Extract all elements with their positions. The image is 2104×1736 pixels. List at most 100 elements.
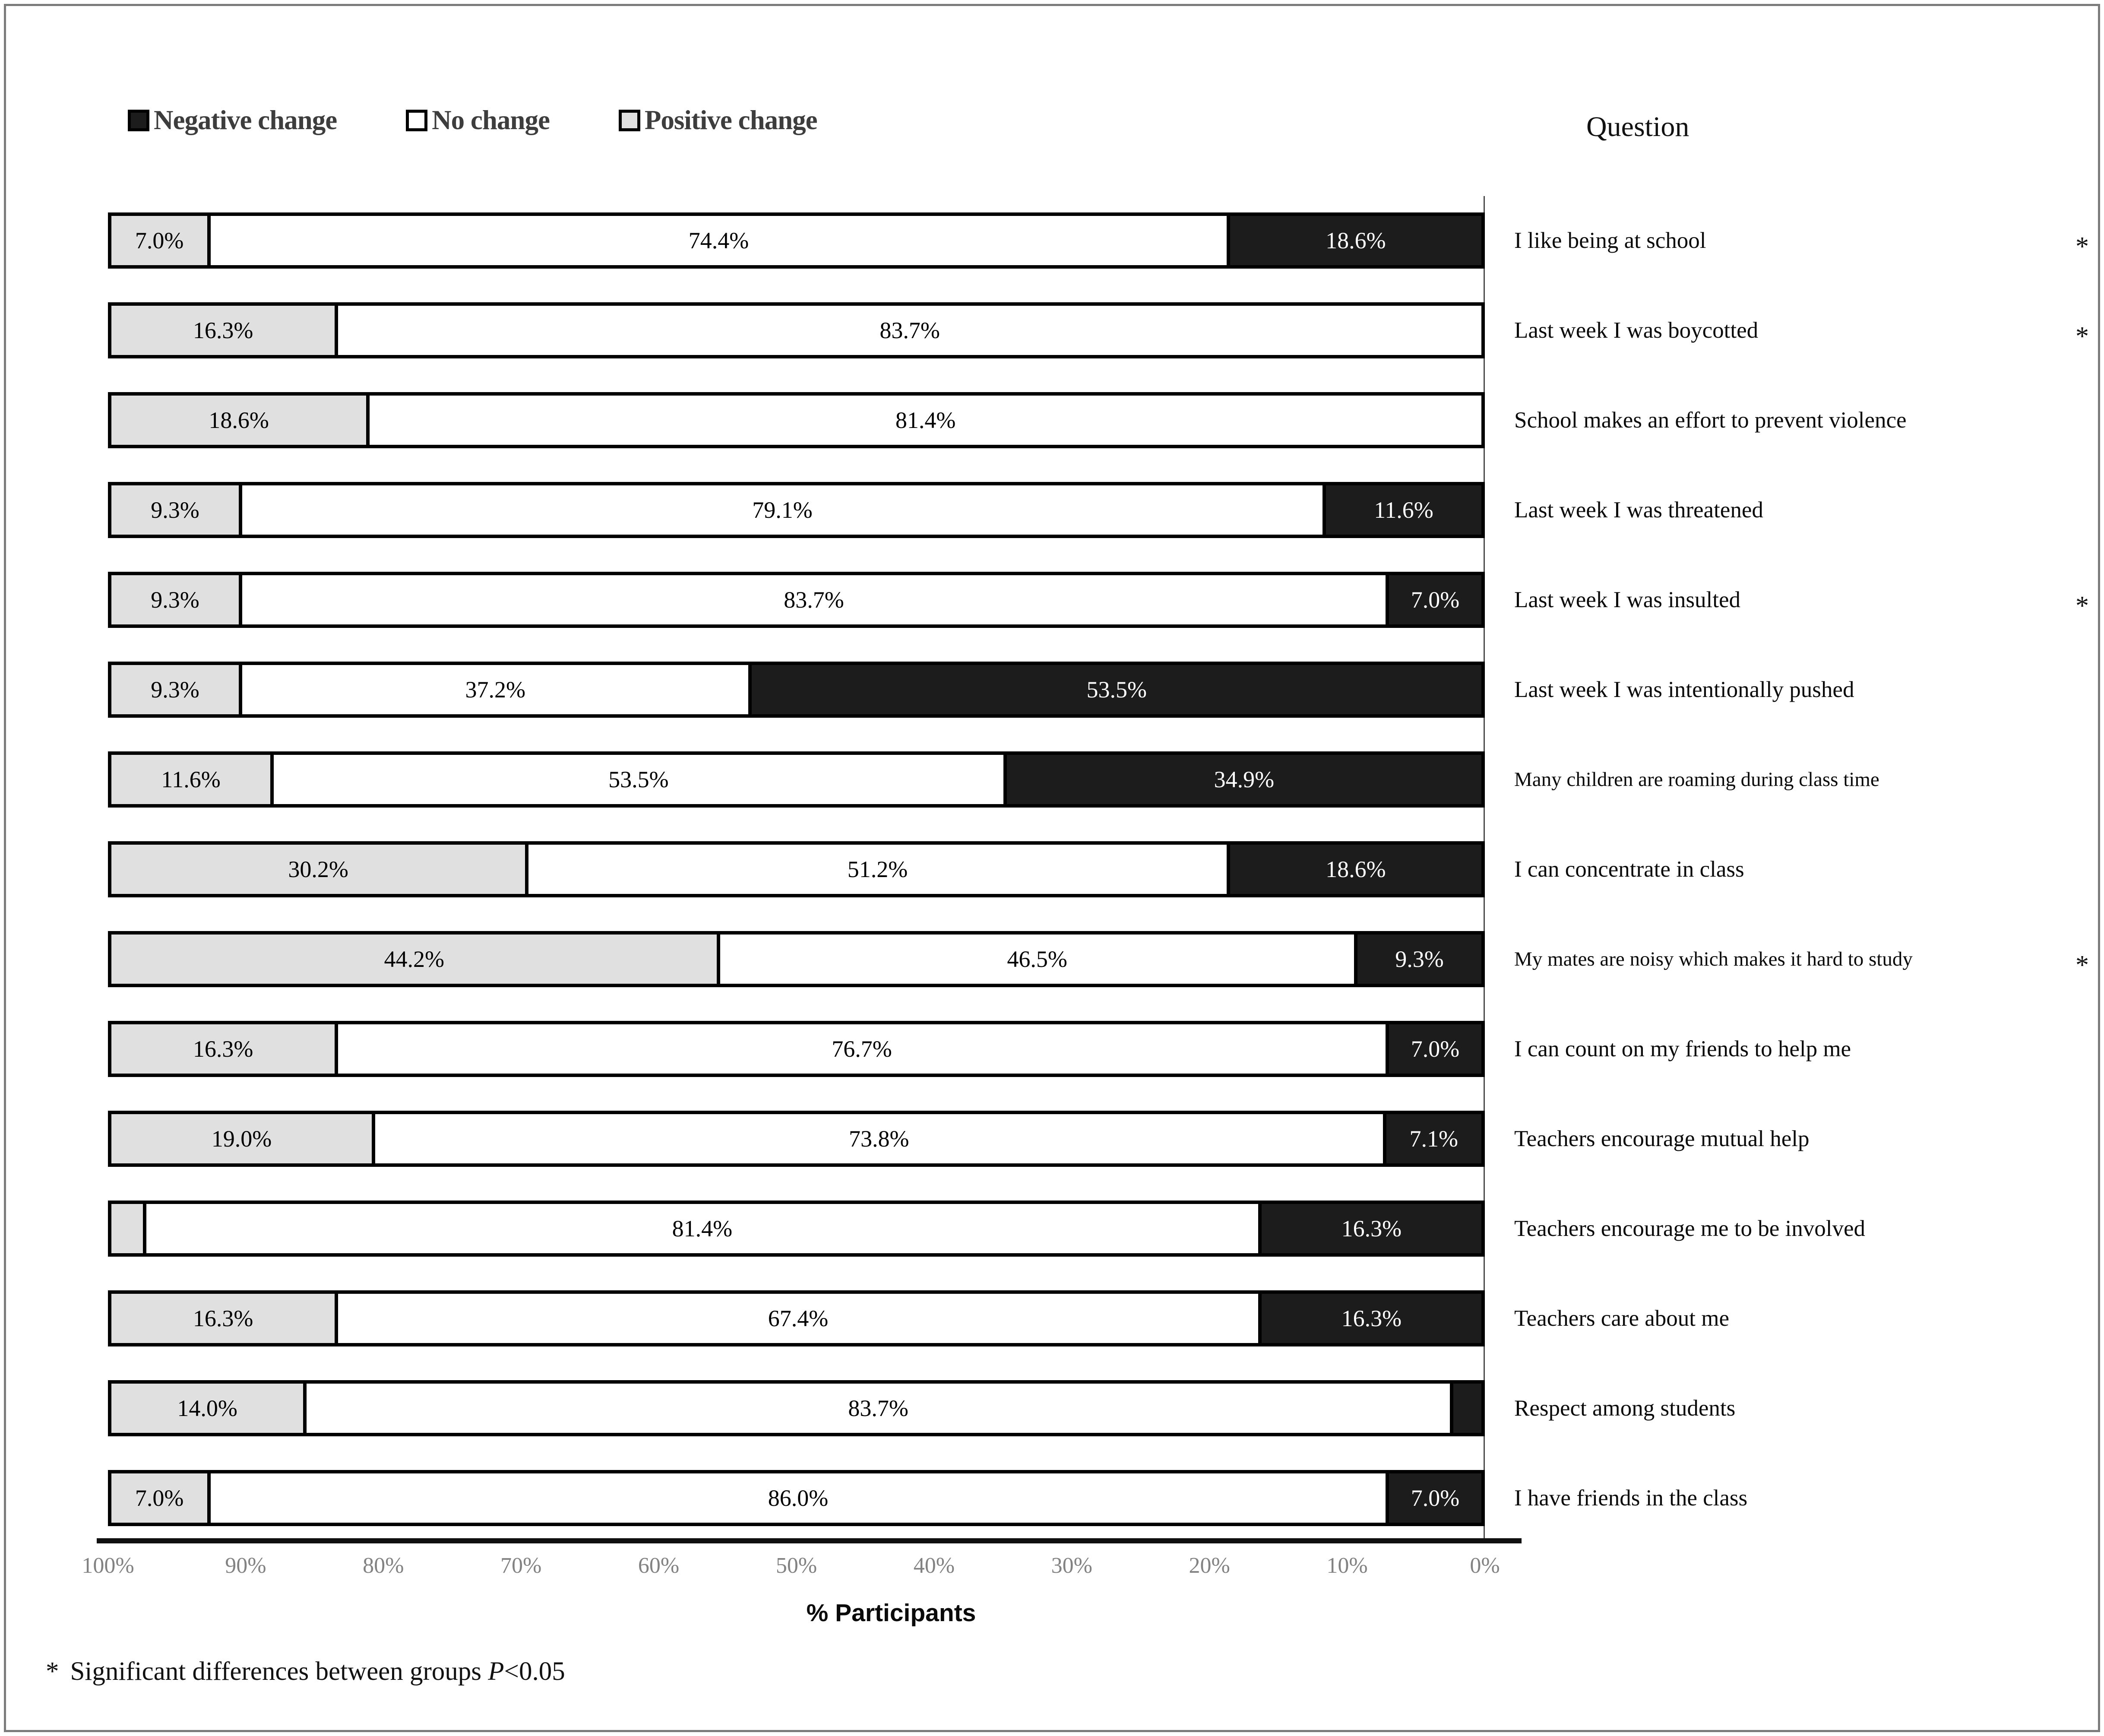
question-label: Respect among students [1514,1396,1736,1421]
bar-segment-positive: 19.0% [111,1114,372,1163]
stacked-bar: 7.0% 74.4% 18.6% [108,212,1485,269]
segment-value-label: 76.7% [832,1036,892,1062]
segment-value-label: 7.1% [1409,1126,1458,1152]
x-tick: 80% [363,1553,404,1578]
stacked-bar: 30.2% 51.2% 18.6% [108,841,1485,897]
bar-row: 16.3% 67.4% 16.3% Teachers care about me [108,1290,1729,1346]
stacked-bar: 9.3% 79.1% 11.6% [108,482,1485,538]
significance-asterisk: * [2076,321,2089,351]
segment-value-label: 7.0% [1411,587,1460,613]
question-label: Teachers care about me [1514,1306,1730,1331]
bar-segment-positive: 14.0% [111,1384,304,1433]
question-label: My mates are noisy which makes it hard t… [1514,948,1913,970]
stacked-bar: 44.2% 46.5% 9.3% [108,931,1485,987]
x-tick: 40% [913,1553,955,1578]
segment-value-label: 30.2% [288,856,348,882]
x-tick: 20% [1189,1553,1230,1578]
x-tick: 60% [638,1553,680,1578]
segment-value-label: 83.7% [784,587,844,613]
question-label: Last week I was threatened [1514,497,1763,523]
stacked-bar: 16.3% 76.7% 7.0% [108,1021,1485,1077]
bar-segment-no_change: 86.0% [207,1473,1386,1523]
bar-segment-positive: 16.3% [111,1294,335,1343]
x-axis-title: % Participants [806,1599,976,1627]
segment-value-label: 19.0% [211,1126,272,1152]
segment-value-label: 16.3% [1341,1216,1402,1242]
segment-value-label: 67.4% [768,1305,829,1331]
x-axis-baseline [97,1538,1522,1543]
segment-value-label: 51.2% [847,856,908,882]
bar-segment-positive: 11.6% [111,755,271,804]
bar-segment-negative: 7.0% [1385,1024,1481,1074]
bar-segment-positive: 9.3% [111,575,239,624]
bar-segment-no_change: 73.8% [371,1114,1383,1163]
figure: Negative change No change Positive change … [4,4,2100,1732]
bar-segment-no_change: 83.7% [239,575,1386,624]
bar-segment-no_change: 76.7% [335,1024,1386,1074]
x-tick: 100% [82,1553,134,1578]
segment-value-label: 74.4% [688,228,749,253]
bar-segment-no_change: 37.2% [239,665,749,714]
stacked-bar: 14.0% 83.7% 2.3% [108,1380,1485,1436]
question-label: Last week I was intentionally pushed [1514,677,1854,702]
segment-value-label: 14.0% [177,1395,237,1421]
bar-segment-positive: 9.3% [111,485,239,535]
legend-label: No change [432,105,550,135]
bar-row: 11.6% 53.5% 34.9% Many children are roaming… [108,751,1879,808]
segment-value-label: 18.6% [1326,228,1386,253]
legend-swatch-positive [618,109,640,131]
stacked-bar: 9.3% 83.7% 7.0% [108,572,1485,628]
bar-row: 7.0% 74.4% 18.6% I like being at school * [108,212,2089,269]
segment-value-label: 9.3% [151,497,199,523]
bar-segment-positive: 2.3% [111,1204,199,1253]
segment-value-label: 53.5% [608,767,669,792]
segment-value-label: 7.0% [135,1485,184,1511]
bar-segment-negative: 7.0% [1385,1473,1481,1523]
segment-value-label: 11.6% [1374,497,1433,523]
segment-value-label: 9.3% [1395,946,1444,972]
bar-segment-negative: 2.3% [1397,1384,1481,1433]
legend-item-no_change: No change [406,105,550,136]
question-label: Many children are roaming during class t… [1514,768,1879,791]
bar-segment-negative: 18.6% [1226,845,1481,894]
x-tick: 50% [775,1553,817,1578]
segment-value-label: 79.1% [752,497,813,523]
legend-label: Negative change [154,105,337,135]
segment-value-label: 7.0% [135,228,184,253]
stacked-bar: 9.3% 37.2% 53.5% [108,662,1485,718]
significance-asterisk: * [2076,950,2089,980]
segment-value-label: 9.3% [151,677,199,703]
segment-value-label: 16.3% [193,317,253,343]
question-label: I can concentrate in class [1514,857,1744,882]
footnote-threshold: <0.05 [504,1657,565,1686]
question-label: I can count on my friends to help me [1514,1036,1851,1061]
bar-segment-no_change: 53.5% [270,755,1003,804]
stacked-bar: 19.0% 73.8% 7.1% [108,1111,1485,1167]
segment-value-label: 86.0% [768,1485,829,1511]
bar-segment-negative: 7.0% [1385,575,1481,624]
segment-value-label: 34.9% [1214,767,1275,792]
segment-value-label: 11.6% [161,767,221,792]
bar-segment-no_change: 81.4% [142,1204,1258,1253]
question-label: Last week I was boycotted [1514,318,1759,343]
segment-value-label: 53.5% [1086,677,1147,703]
legend-item-negative: Negative change [128,105,337,136]
segment-value-label: 46.5% [1007,946,1067,972]
bar-row: 9.3% 83.7% 7.0% Last week I was insulted * [108,572,2089,628]
stacked-bar: 7.0% 86.0% 7.0% [108,1470,1485,1526]
x-tick: 30% [1051,1553,1092,1578]
bar-segment-no_change: 79.1% [239,485,1323,535]
bar-row: 14.0% 83.7% 2.3% Respect among students [108,1380,1735,1436]
bar-segment-negative: 16.3% [1258,1204,1481,1253]
legend-item-positive: Positive change [618,105,818,136]
bar-segment-negative: 53.5% [748,665,1481,714]
bar-segment-negative: 9.3% [1354,935,1481,984]
bar-row: 16.3% 76.7% 7.0% I can count on my friends … [108,1021,1851,1077]
x-tick: 70% [500,1553,542,1578]
x-axis-ticks: 100% 90% 80% 70% 60% 50% 40% 30% 20% 10% 0% [6,1553,2098,1583]
bar-row: 44.2% 46.5% 9.3% My mates are noisy which m… [108,931,2089,987]
bar-segment-positive: 18.6% [111,396,367,445]
bar-segment-no_change: 74.4% [207,216,1227,265]
stacked-bar: 16.3% 83.7% [108,302,1485,358]
segment-value-label: 16.3% [193,1305,253,1331]
